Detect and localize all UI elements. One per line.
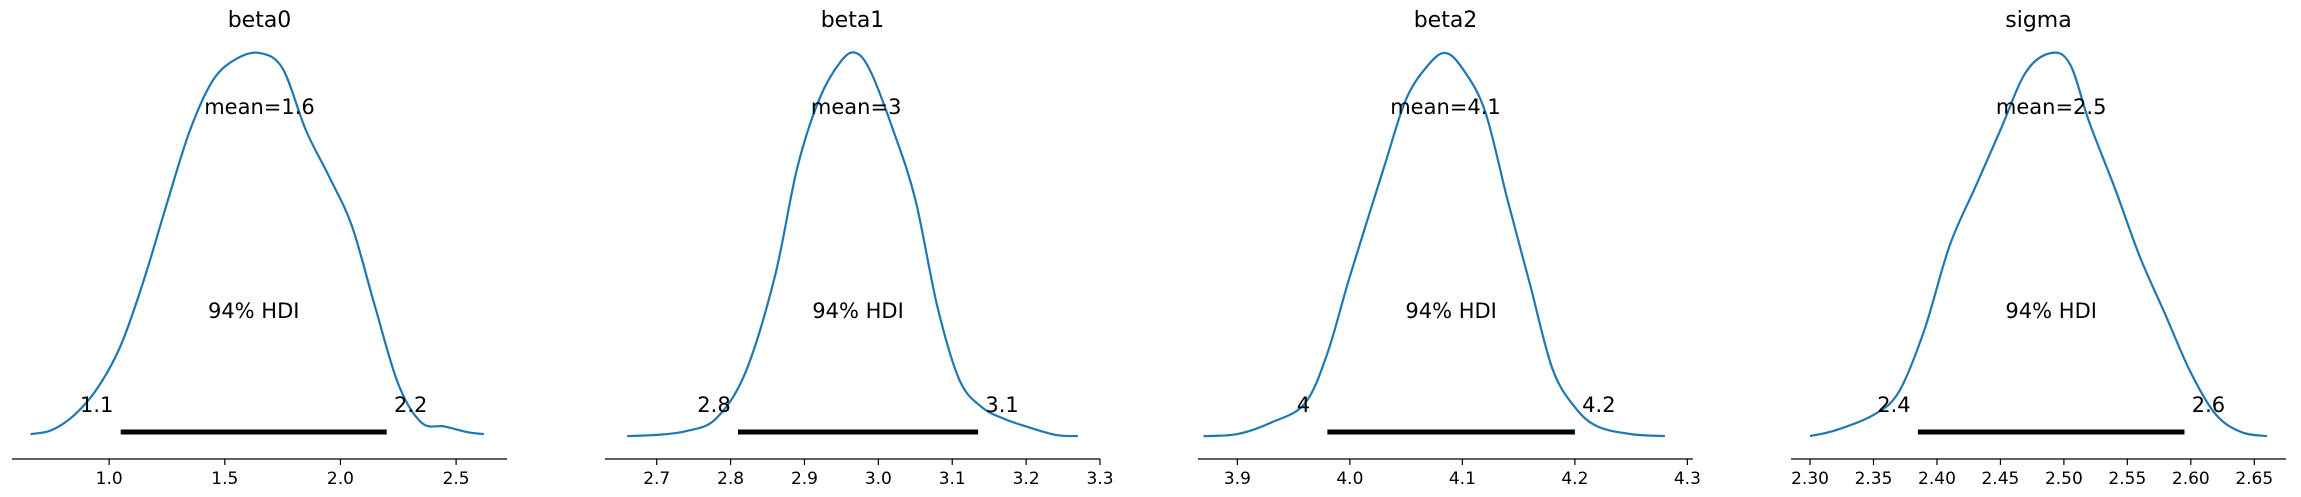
x-tick-label: 2.9 [791,469,818,489]
panel-title: beta2 [1414,8,1478,33]
x-tick-label: 2.40 [1918,469,1956,489]
x-tick-label: 2.35 [1855,469,1893,489]
x-tick-label: 2.55 [2108,469,2146,489]
panel-sigma: sigma mean=2.5 94% HDI 2.4 2.6 2.30 2.35 2.40 2.… [1791,8,2286,489]
panel-title: beta0 [228,8,292,33]
x-tick-label: 4.2 [1561,469,1588,489]
hdi-low-label: 4 [1297,393,1310,417]
panel-beta2: beta2 mean=4.1 94% HDI 4 4.2 3.9 4.0 4.1 4.2 4.3 [1198,8,1701,489]
x-tick-label: 2.8 [717,469,744,489]
hdi-high-label: 2.6 [2192,393,2225,417]
panel-title: beta1 [821,8,885,33]
hdi-label: 94% HDI [812,299,904,323]
hdi-label: 94% HDI [2005,299,2097,323]
x-tick-label: 1.0 [96,469,123,489]
x-tick-label: 2.65 [2235,469,2273,489]
mean-label: mean=2.5 [1996,95,2107,119]
hdi-low-label: 2.4 [1877,393,1910,417]
x-tick-label: 4.1 [1449,469,1476,489]
panel-title: sigma [2005,8,2071,33]
x-tick-label: 2.5 [443,469,470,489]
x-tick-label: 2.60 [2172,469,2210,489]
x-tick-label: 2.30 [1791,469,1829,489]
density-curve [1203,51,1665,438]
x-tick-label: 3.2 [1013,469,1040,489]
x-tick-label: 3.3 [1086,469,1113,489]
x-tick-label: 2.45 [1981,469,2019,489]
x-tick-label: 3.9 [1224,469,1251,489]
hdi-high-label: 4.2 [1582,393,1615,417]
x-tick-label: 3.0 [865,469,892,489]
panel-beta0: beta0 mean=1.6 94% HDI 1.1 2.2 1.0 1.5 2.0 2.5 [12,8,507,489]
panel-beta1: beta1 mean=3 94% HDI 2.8 3.1 2.7 2.8 2.9 3.0 3.1 3… [605,8,1114,489]
hdi-low-label: 1.1 [80,393,113,417]
hdi-low-label: 2.8 [697,393,730,417]
x-tick-label: 2.0 [327,469,354,489]
density-curve [627,51,1078,438]
mean-label: mean=4.1 [1390,95,1501,119]
hdi-high-label: 3.1 [985,393,1018,417]
x-tick-label: 4.0 [1336,469,1363,489]
x-tick-label: 1.5 [211,469,238,489]
x-tick-label: 2.7 [643,469,670,489]
density-curve [30,51,485,436]
x-tick-label: 2.50 [2045,469,2083,489]
density-curve [1809,51,2268,438]
hdi-label: 94% HDI [208,299,300,323]
mean-label: mean=3 [811,95,902,119]
hdi-high-label: 2.2 [394,393,427,417]
x-tick-label: 4.3 [1674,469,1701,489]
mean-label: mean=1.6 [204,95,315,119]
hdi-label: 94% HDI [1405,299,1497,323]
x-tick-label: 3.1 [939,469,966,489]
